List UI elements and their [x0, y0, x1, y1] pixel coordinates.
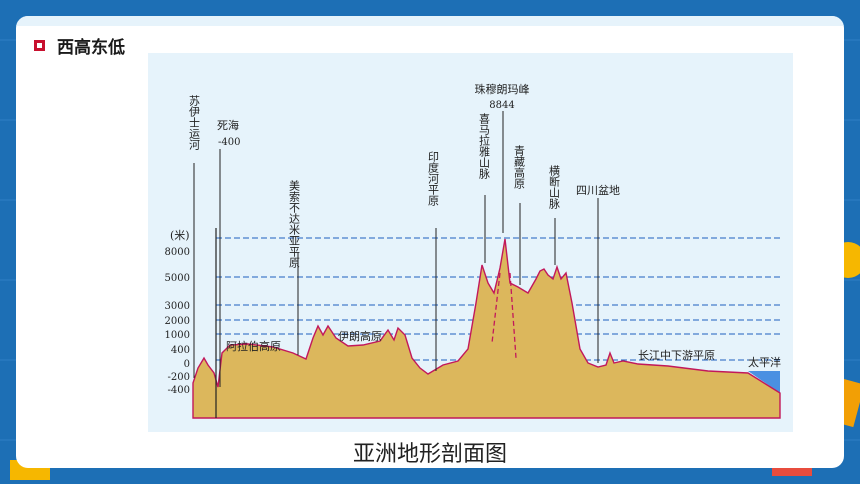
slide-card: 西高东低 (米) 8000 5000 3000 2000 1000 40 — [16, 16, 844, 468]
label-everest: 珠穆朗玛峰 — [475, 82, 530, 96]
label-everest-value: 8844 — [489, 100, 514, 111]
label-dead-sea-value: -400 — [218, 137, 240, 148]
terrain-profile — [192, 238, 781, 419]
top-band — [16, 16, 844, 26]
y-tick-5000: 5000 — [165, 273, 190, 284]
label-indus-plain: 印度河平原 — [427, 151, 440, 206]
label-suez-canal: 苏伊士运河 — [188, 95, 201, 150]
label-sichuan-basin: 四川盆地 — [576, 183, 620, 197]
label-hengduan: 横断山脉 — [548, 164, 561, 209]
label-pacific: 太平洋 — [748, 355, 781, 369]
heading-text: 西高东低 — [57, 38, 125, 58]
fault-line-left — [491, 272, 501, 344]
fault-line-right — [509, 272, 517, 359]
slide-heading: 西高东低 — [34, 33, 125, 58]
square-bullet-icon — [34, 40, 45, 51]
label-himalaya: 喜马拉雅山脉 — [478, 113, 491, 179]
y-axis-unit: (米) — [170, 229, 190, 242]
label-arabian-plateau: 阿拉伯高原 — [226, 339, 281, 353]
figure-caption: 亚洲地形剖面图 — [352, 442, 507, 467]
label-dead-sea: 死海 — [217, 118, 239, 132]
label-mesopotamia: 美索不达米亚平原 — [288, 180, 301, 268]
asia-profile-diagram: (米) 8000 5000 3000 2000 1000 400 0 -200 … — [148, 53, 793, 432]
y-tick-minus400: -400 — [168, 385, 190, 396]
y-tick-8000: 8000 — [165, 247, 190, 258]
label-yangtze-plain: 长江中下游平原 — [638, 349, 715, 362]
y-tick-3000: 3000 — [165, 301, 190, 312]
y-tick-400: 400 — [171, 345, 190, 356]
y-tick-minus200: -200 — [168, 372, 190, 383]
y-tick-2000: 2000 — [165, 316, 190, 327]
y-tick-1000: 1000 — [165, 330, 190, 341]
label-tibetan-plateau: 青藏高原 — [513, 145, 526, 189]
y-tick-0: 0 — [184, 359, 190, 370]
label-iranian-plateau: 伊朗高原 — [338, 329, 382, 343]
